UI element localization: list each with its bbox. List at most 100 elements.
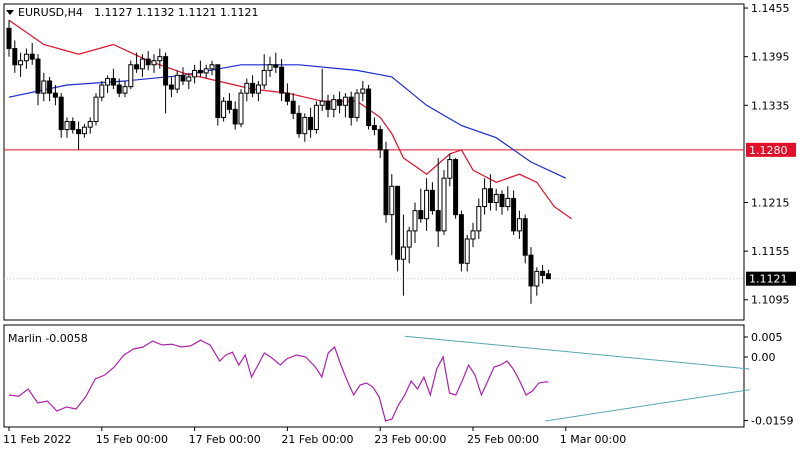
candle[interactable] (308, 107, 314, 138)
candle[interactable] (255, 80, 261, 102)
upper-trendline[interactable] (404, 335, 750, 370)
candle[interactable] (366, 85, 372, 130)
candle[interactable] (128, 60, 134, 90)
candle[interactable] (383, 141, 389, 223)
candle[interactable] (197, 60, 203, 77)
candle[interactable] (412, 202, 418, 244)
candle[interactable] (209, 60, 215, 76)
candle[interactable] (215, 64, 221, 126)
candle[interactable] (226, 93, 232, 114)
candle[interactable] (6, 20, 12, 57)
candle[interactable] (447, 153, 453, 187)
candle[interactable] (139, 54, 145, 77)
candle[interactable] (64, 117, 70, 138)
candle[interactable] (168, 76, 174, 98)
candle[interactable] (290, 93, 296, 120)
candle[interactable] (313, 101, 319, 134)
candle[interactable] (464, 234, 470, 272)
lower-trendline[interactable] (545, 389, 750, 422)
candle[interactable] (52, 85, 58, 106)
candle[interactable] (377, 125, 383, 158)
candle[interactable] (41, 72, 47, 102)
candle[interactable] (482, 178, 488, 215)
indicator-panel[interactable] (3, 324, 745, 428)
candle[interactable] (389, 174, 395, 256)
chart-menu-triangle-icon[interactable] (6, 10, 14, 15)
candle[interactable] (540, 264, 546, 284)
candle[interactable] (429, 182, 435, 215)
candle[interactable] (232, 101, 238, 130)
candle[interactable] (261, 54, 267, 90)
candle[interactable] (296, 105, 302, 138)
candle[interactable] (163, 52, 169, 114)
candle[interactable] (203, 64, 209, 79)
candle[interactable] (331, 94, 337, 118)
candle[interactable] (511, 190, 517, 235)
candle[interactable] (528, 247, 534, 304)
candle[interactable] (493, 188, 499, 211)
candle[interactable] (342, 93, 348, 118)
candle[interactable] (400, 214, 406, 296)
candle[interactable] (522, 214, 528, 264)
candle[interactable] (319, 68, 325, 111)
candle[interactable] (545, 269, 551, 280)
candle[interactable] (151, 54, 157, 73)
candle[interactable] (406, 226, 412, 264)
candle[interactable] (174, 70, 180, 94)
candle[interactable] (93, 93, 99, 126)
candle[interactable] (116, 78, 122, 98)
candle[interactable] (186, 72, 192, 90)
candle[interactable] (145, 50, 151, 71)
candle[interactable] (424, 178, 430, 231)
candle[interactable] (110, 68, 116, 90)
candle[interactable] (12, 40, 18, 73)
candle[interactable] (505, 186, 511, 211)
candle[interactable] (58, 93, 64, 138)
candle[interactable] (29, 42, 35, 65)
candle[interactable] (470, 222, 476, 248)
candle[interactable] (273, 52, 279, 73)
candle[interactable] (76, 121, 82, 150)
candle[interactable] (81, 123, 87, 138)
candle[interactable] (279, 59, 285, 102)
candle[interactable] (499, 190, 505, 215)
candle[interactable] (441, 170, 447, 235)
candle[interactable] (534, 267, 540, 296)
candle[interactable] (337, 91, 343, 114)
candle[interactable] (476, 198, 482, 239)
candle[interactable] (435, 157, 441, 248)
candle[interactable] (244, 78, 250, 102)
candle[interactable] (325, 94, 331, 118)
candle[interactable] (99, 80, 105, 102)
candle[interactable] (105, 75, 111, 94)
candle[interactable] (360, 80, 366, 102)
candle[interactable] (516, 210, 522, 239)
candle[interactable] (458, 210, 464, 272)
candle[interactable] (267, 56, 273, 77)
candle[interactable] (418, 188, 424, 223)
candle[interactable] (354, 89, 360, 122)
candle[interactable] (395, 185, 401, 272)
candle[interactable] (284, 83, 290, 106)
candle[interactable] (487, 174, 493, 211)
price-panel[interactable] (3, 3, 745, 321)
candle[interactable] (238, 89, 244, 128)
candle[interactable] (122, 80, 128, 98)
candle[interactable] (180, 67, 186, 86)
candle[interactable] (453, 157, 459, 219)
candle[interactable] (348, 91, 354, 126)
candle[interactable] (23, 48, 29, 69)
candle[interactable] (250, 75, 256, 98)
candle[interactable] (192, 64, 198, 84)
candle[interactable] (134, 52, 140, 73)
candle[interactable] (302, 113, 308, 142)
candle[interactable] (35, 54, 41, 106)
candle[interactable] (221, 97, 227, 122)
candle[interactable] (70, 117, 76, 134)
candle[interactable] (157, 48, 163, 69)
candle[interactable] (87, 117, 93, 134)
candle[interactable] (18, 52, 24, 77)
candle[interactable] (47, 76, 53, 102)
